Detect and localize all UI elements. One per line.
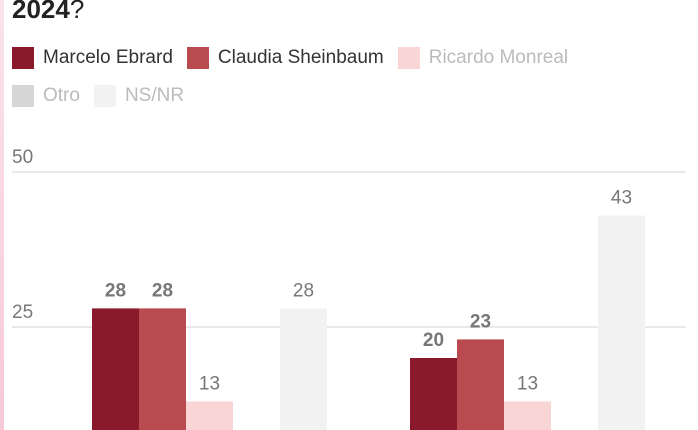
legend-label: Marcelo Ebrard xyxy=(43,47,173,68)
value-label: 28 xyxy=(152,280,173,301)
legend-label: Claudia Sheinbaum xyxy=(217,47,384,68)
value-label: 20 xyxy=(423,330,444,351)
bar xyxy=(186,401,233,430)
value-label: 43 xyxy=(611,187,632,208)
value-label: 13 xyxy=(517,373,538,394)
bar xyxy=(280,308,327,430)
legend-item: Marcelo Ebrard xyxy=(12,45,173,71)
bar xyxy=(598,215,645,430)
legend-item: Ricardo Monreal xyxy=(397,45,569,71)
legend-item: Otro xyxy=(12,83,80,109)
value-label: 28 xyxy=(293,280,314,301)
y-tick-label: 25 xyxy=(12,302,33,323)
legend-swatch xyxy=(93,85,116,107)
legend-label: Ricardo Monreal xyxy=(428,47,569,68)
bar xyxy=(457,339,504,430)
legend-item: Claudia Sheinbaum xyxy=(186,45,384,71)
legend-swatch xyxy=(186,47,209,69)
value-label: 13 xyxy=(199,373,220,394)
y-tick-label: 50 xyxy=(12,147,33,168)
legend-swatch xyxy=(12,85,34,107)
value-label: 23 xyxy=(470,311,491,332)
legend-label: Otro xyxy=(43,85,80,106)
bar xyxy=(410,358,457,430)
edge-decoration xyxy=(0,0,4,430)
value-label: 28 xyxy=(105,280,126,301)
bar xyxy=(139,308,186,430)
bar xyxy=(92,308,139,430)
title-bold: 2024 xyxy=(12,0,70,24)
legend: Marcelo Ebrard Claudia Sheinbaum Ricardo M… xyxy=(12,45,662,109)
legend-swatch xyxy=(397,47,420,69)
legend-swatch xyxy=(12,47,34,69)
chart-title: 2024? xyxy=(12,0,84,25)
legend-label: NS/NR xyxy=(124,85,185,106)
bar xyxy=(504,401,551,430)
legend-item: NS/NR xyxy=(93,83,185,109)
title-rest: ? xyxy=(69,0,85,24)
